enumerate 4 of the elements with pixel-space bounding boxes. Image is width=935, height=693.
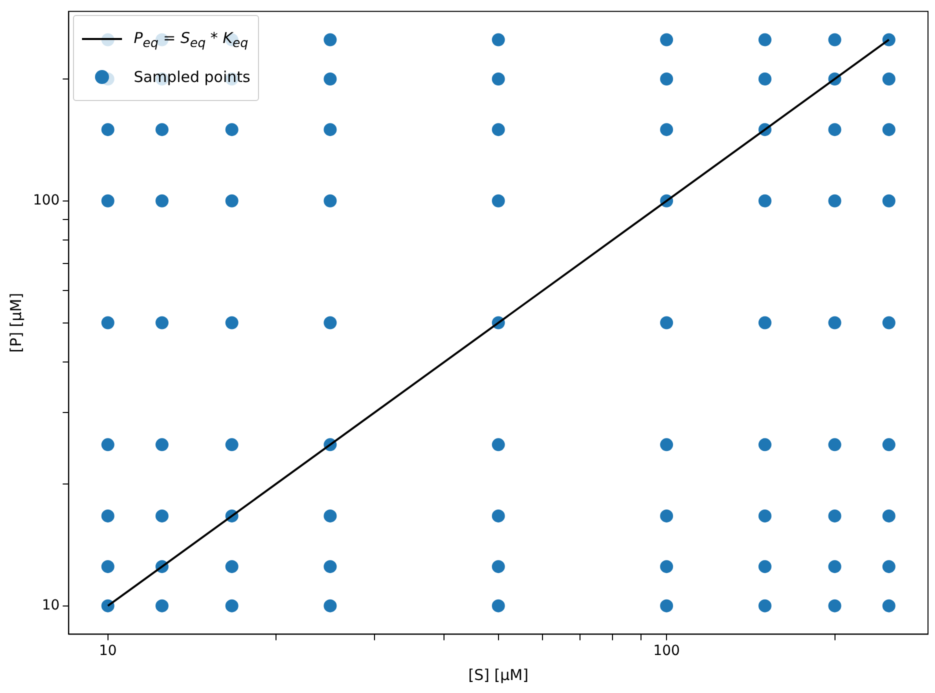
x-axis-title: [S] [μM] <box>468 666 528 684</box>
legend-label: Sampled points <box>134 68 250 86</box>
legend-label: P$_{eq}$ = S$_{eq}$ * K$_{eq}$ <box>134 28 248 50</box>
y-axis-title: [P] [μM] <box>6 292 25 353</box>
